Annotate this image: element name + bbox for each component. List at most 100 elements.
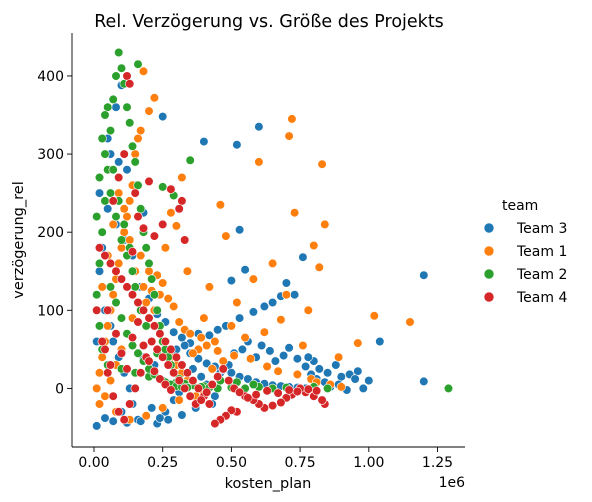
data-point [268,297,278,308]
data-point [116,235,127,245]
data-point [207,364,217,374]
data-point [138,305,149,315]
x-tick-label: 0.25 [147,455,178,471]
data-point [248,307,258,317]
legend-label-team-2: Team 2 [516,267,567,283]
data-point [177,333,187,343]
data-point [133,180,143,190]
data-point [174,395,184,405]
x-tick-label: 1.00 [353,455,384,471]
data-point [204,282,214,292]
data-point [136,251,146,261]
data-point [160,336,170,347]
data-point [136,126,146,136]
data-point [158,111,168,122]
data-point [158,182,168,192]
data-point [160,379,170,390]
data-point [152,344,162,355]
data-point [103,204,113,214]
data-point [336,382,346,392]
data-point [144,313,154,323]
data-point [163,360,173,370]
data-point [108,94,118,104]
data-point [180,235,190,245]
data-point [213,372,223,382]
data-point [281,278,292,288]
data-point [92,421,102,431]
data-point [331,360,341,370]
x-axis-label: kosten_plan [225,476,312,492]
data-point [182,266,192,276]
data-point [100,110,110,120]
data-point [149,366,159,376]
data-point [133,59,143,69]
data-point [147,403,157,413]
data-point [303,305,313,315]
y-tick-label: 300 [37,147,64,163]
data-point [125,118,135,128]
data-point [100,251,110,261]
data-point [364,376,374,386]
data-point [257,340,267,351]
legend: team Team 3 Team 1 Team 2 Team 4 [483,198,567,306]
data-point [108,165,118,175]
data-point [336,372,346,382]
data-point [358,383,368,394]
data-point [97,133,107,144]
data-point [114,407,124,417]
data-point [141,297,151,308]
series-team-1 [92,66,415,425]
data-point [105,282,116,292]
data-point [443,383,454,394]
data-point [210,336,220,347]
x-tick-label: 1.25 [422,455,453,471]
data-point [100,391,110,401]
data-point [111,329,121,339]
data-point [100,344,110,355]
data-point [158,352,168,362]
data-point [202,340,212,351]
data-point [136,204,146,214]
data-point [273,366,283,376]
data-point [180,340,190,351]
data-point [276,315,286,325]
data-point [196,395,206,405]
data-point [298,340,308,351]
data-point [138,223,149,233]
data-point [199,137,209,147]
data-point [188,348,198,358]
data-point [166,344,176,355]
data-point [279,351,289,361]
data-point [262,361,272,372]
data-point [202,358,212,369]
legend-marker-team-3 [483,222,495,234]
data-point [108,196,118,206]
data-point [105,188,116,198]
data-point [204,399,214,409]
data-point [334,352,344,362]
data-point [149,321,159,331]
data-point [243,393,253,403]
data-point [105,258,116,269]
data-point [94,243,105,253]
data-point [158,278,168,288]
data-point [130,157,140,167]
data-point [127,290,138,300]
data-point [281,290,292,300]
data-point [163,415,173,425]
y-tick-label: 200 [37,225,64,241]
data-point [141,321,151,331]
data-point [240,333,250,343]
data-point [141,411,151,421]
data-point [226,405,236,415]
data-point [166,184,176,194]
data-point [125,79,135,89]
data-point [292,386,303,397]
data-point [149,93,159,103]
data-point [119,204,129,214]
data-point [133,348,143,358]
data-point [122,282,132,292]
data-point [141,243,151,253]
data-point [419,270,429,280]
